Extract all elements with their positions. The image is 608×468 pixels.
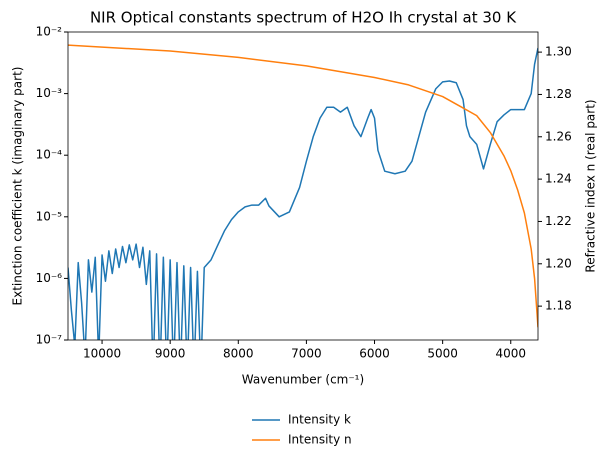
x-axis-label: Wavenumber (cm⁻¹) xyxy=(242,373,364,387)
y2-tick-label: 1.26 xyxy=(545,129,572,143)
plot-area xyxy=(68,44,538,340)
y-tick-label: 10⁻⁴ xyxy=(36,148,63,162)
x-tick-label: 7000 xyxy=(291,347,322,361)
x-tick-label: 9000 xyxy=(155,347,186,361)
y-tick-label: 10⁻³ xyxy=(36,86,63,100)
y-tick-label: 10⁻⁶ xyxy=(36,271,63,285)
y2-tick-label: 1.18 xyxy=(545,299,572,313)
series-line xyxy=(68,44,538,328)
x-tick-label: 5000 xyxy=(427,347,458,361)
legend-label: Intensity n xyxy=(288,433,352,447)
y-tick-label: 10⁻² xyxy=(36,25,63,39)
x-tick-label: 6000 xyxy=(359,347,390,361)
series-line xyxy=(68,47,538,340)
y2-tick-label: 1.22 xyxy=(545,214,572,228)
y-tick-label: 10⁻⁷ xyxy=(36,333,63,347)
y2-tick-label: 1.30 xyxy=(545,45,572,59)
x-tick-label: 8000 xyxy=(223,347,254,361)
x-tick-label: 4000 xyxy=(495,347,526,361)
x-tick-label: 10000 xyxy=(83,347,121,361)
y2-tick-label: 1.20 xyxy=(545,256,572,270)
y2-tick-label: 1.28 xyxy=(545,87,572,101)
y-axis-label: Extinction coefficient k (imaginary part… xyxy=(11,67,25,306)
chart-title: NIR Optical constants spectrum of H2O Ih… xyxy=(90,9,517,27)
y2-tick-label: 1.24 xyxy=(545,172,572,186)
y-tick-label: 10⁻⁵ xyxy=(36,209,63,223)
legend-label: Intensity k xyxy=(288,413,351,427)
plot-frame xyxy=(67,31,539,341)
y2-axis-label: Refractive index n (real part) xyxy=(584,99,598,272)
